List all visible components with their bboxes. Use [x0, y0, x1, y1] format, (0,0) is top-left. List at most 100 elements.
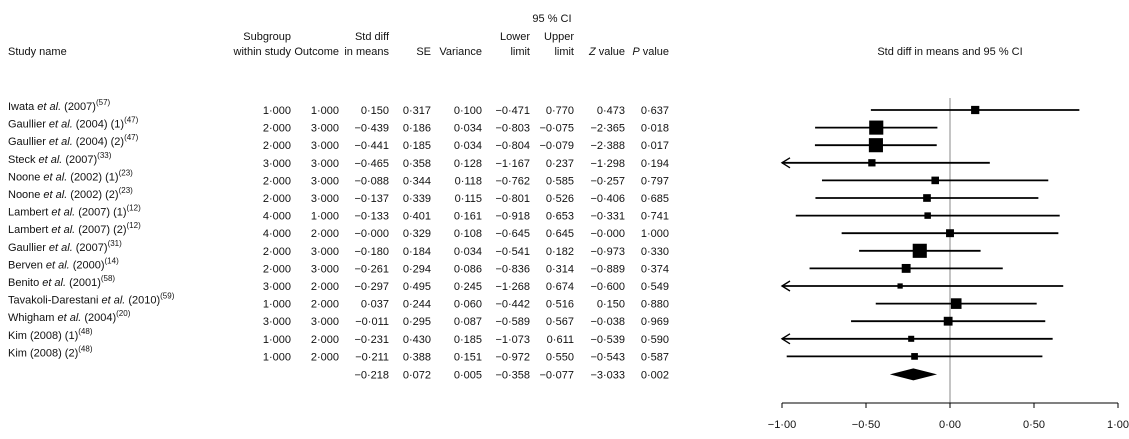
cell: −0·589 — [495, 316, 530, 328]
cell: 3·000 — [311, 316, 339, 328]
cell: −0·075 — [539, 123, 574, 135]
x-tick-label: −1·00 — [768, 419, 796, 431]
study-name: Tavakoli-Darestani et al. (2010)(59) — [8, 292, 175, 307]
cell: 0·969 — [641, 316, 669, 328]
cell: 0·314 — [546, 263, 574, 275]
ci-arrow — [780, 157, 791, 169]
summary-cell: −0·077 — [539, 369, 574, 381]
effect-square — [912, 243, 927, 258]
cell: 1·000 — [263, 334, 291, 346]
cell: −0·257 — [590, 175, 625, 187]
cell: −2·388 — [590, 140, 625, 152]
cell: 2·000 — [311, 299, 339, 311]
study-year: (2008) (2) — [30, 347, 78, 359]
cell: −0·600 — [590, 281, 625, 293]
cell: 4·000 — [263, 228, 291, 240]
x-tick-label: 0·50 — [1023, 419, 1045, 431]
summary-cell: 0·002 — [641, 369, 669, 381]
cell: 0·150 — [597, 299, 625, 311]
cell: 3·000 — [311, 175, 339, 187]
study-ref: (48) — [78, 344, 93, 353]
cell: 0·645 — [546, 228, 574, 240]
effect-square — [923, 194, 931, 202]
study-year: (2004) (1) — [76, 119, 124, 131]
cell: 0·295 — [403, 316, 431, 328]
cell: 0·244 — [403, 299, 431, 311]
cell: 2·000 — [311, 281, 339, 293]
plot-header: Std diff in means and 95 % CI — [877, 46, 1022, 58]
cell: 0·037 — [361, 299, 389, 311]
cell: 2·000 — [263, 263, 291, 275]
cell: −0·180 — [354, 246, 389, 258]
cell: 0·115 — [455, 193, 482, 205]
cell: 2·000 — [263, 193, 291, 205]
cell: 2·000 — [263, 140, 291, 152]
effect-square — [924, 212, 931, 219]
effect-square — [971, 105, 980, 115]
study-year: (2002) (2) — [70, 189, 118, 201]
cell: 1·000 — [263, 351, 291, 363]
cell: −0·088 — [354, 175, 389, 187]
cell: −0·261 — [354, 263, 389, 275]
study-etal: et al. — [43, 171, 67, 183]
cell: −0·918 — [495, 211, 530, 223]
ci-arrow — [780, 280, 791, 292]
study-name: Lambert et al. (2007) (2)(12) — [8, 221, 141, 236]
study-year: (2010) — [128, 295, 160, 307]
column-header: Lower — [500, 31, 530, 43]
cell: 0·344 — [403, 175, 431, 187]
study-etal: et al. — [46, 259, 70, 271]
cell: 0·880 — [641, 299, 669, 311]
cell: 0·637 — [641, 105, 669, 117]
study-year: (2007) (2) — [78, 224, 126, 236]
study-author: Berven — [8, 259, 43, 271]
summary-cell: −0·358 — [495, 369, 530, 381]
cell: 0·194 — [641, 158, 669, 170]
study-year: (2001) — [69, 277, 101, 289]
study-etal: et al. — [51, 224, 75, 236]
cell: 0·587 — [641, 351, 669, 363]
x-tick-label: 1·00 — [1107, 419, 1129, 431]
cell: 0·237 — [546, 158, 574, 170]
cell: 0·401 — [403, 211, 431, 223]
cell: 0·018 — [641, 123, 669, 135]
cell: 0·186 — [403, 123, 431, 135]
cell: −0·038 — [590, 316, 625, 328]
x-tick-label: −0·50 — [852, 419, 880, 431]
cell: 0·161 — [454, 211, 482, 223]
cell: 0·516 — [546, 299, 574, 311]
column-header: limit — [510, 46, 530, 58]
cell: 3·000 — [311, 193, 339, 205]
header-italic: P — [632, 46, 640, 58]
column-header: Variance — [439, 46, 482, 58]
cell: 0·330 — [641, 246, 669, 258]
study-author: Lambert — [8, 224, 48, 236]
study-etal: et al. — [49, 242, 73, 254]
study-author: Iwata — [8, 101, 35, 113]
cell: 0·549 — [641, 281, 669, 293]
header-text: value — [643, 46, 669, 58]
effect-square — [868, 159, 876, 167]
study-year: (2007) — [76, 242, 108, 254]
summary-cell: −0·218 — [354, 369, 389, 381]
cell: 0·034 — [454, 246, 482, 258]
cell: −0·762 — [495, 175, 530, 187]
study-name: Steck et al. (2007)(33) — [8, 151, 112, 166]
cell: 3·000 — [263, 281, 291, 293]
study-ref: (47) — [124, 133, 139, 142]
study-name: Whigham et al. (2004)(20) — [8, 309, 131, 324]
cell: 0·151 — [454, 351, 482, 363]
cell: −0·465 — [354, 158, 389, 170]
cell: 0·294 — [403, 263, 431, 275]
cell: −0·439 — [354, 123, 389, 135]
cell: 0·770 — [546, 105, 574, 117]
cell: 0·741 — [641, 211, 669, 223]
cell: 0·017 — [641, 140, 669, 152]
cell: −0·011 — [355, 316, 389, 328]
cell: 0·685 — [641, 193, 669, 205]
study-name: Iwata et al. (2007)(57) — [8, 98, 111, 113]
column-header: Subgroup — [243, 31, 291, 43]
cell: 0·086 — [454, 263, 482, 275]
study-ref: (14) — [105, 256, 120, 265]
cell: 4·000 — [263, 211, 291, 223]
